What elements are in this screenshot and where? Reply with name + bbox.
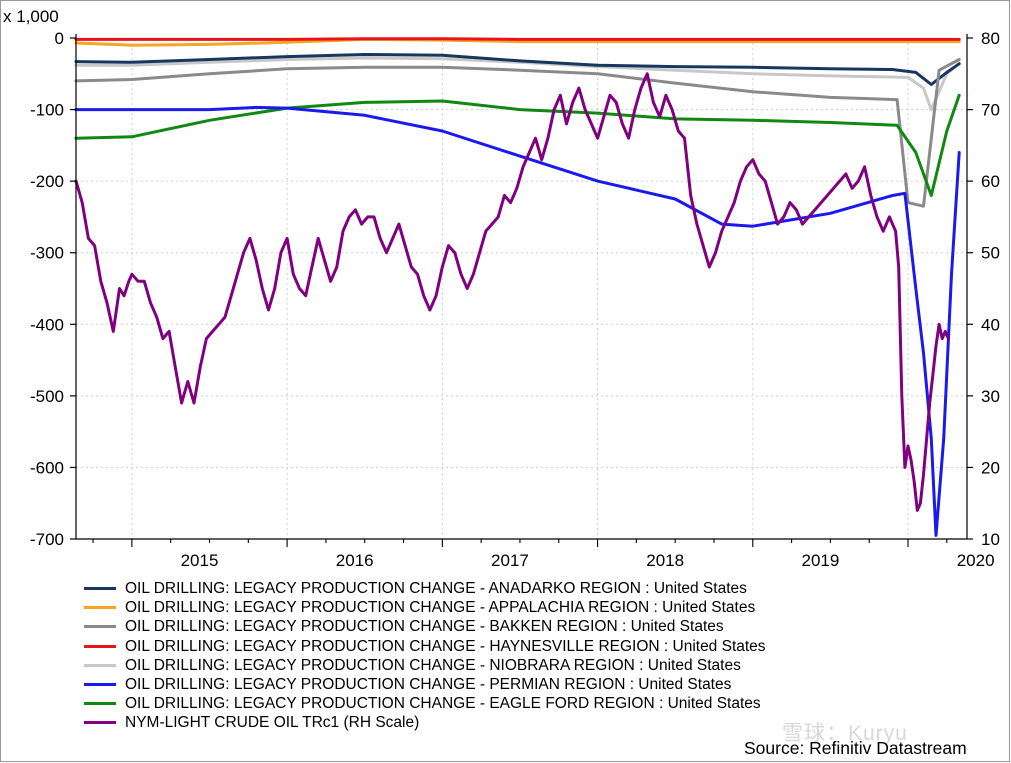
y-right-tick-label: 30 xyxy=(981,387,1000,406)
axes: 0 -100 -200 -300 -400 -500 -600 -700 80 70 60 50 40 3… xyxy=(30,29,1000,570)
watermark: 雪球：Kuryu xyxy=(782,722,908,745)
y-right-tick-label: 40 xyxy=(981,315,1000,334)
legend-swatch xyxy=(84,587,116,591)
legend-swatch xyxy=(84,606,116,610)
legend-label: OIL DRILLING: LEGACY PRODUCTION CHANGE -… xyxy=(125,695,761,713)
legend-item: OIL DRILLING: LEGACY PRODUCTION CHANGE -… xyxy=(84,637,766,656)
legend-item: OIL DRILLING: LEGACY PRODUCTION CHANGE -… xyxy=(84,579,766,598)
series-line-3 xyxy=(74,37,961,41)
y-right-tick-label: 10 xyxy=(981,530,1000,549)
legend-item: OIL DRILLING: LEGACY PRODUCTION CHANGE -… xyxy=(84,598,766,617)
series-lines xyxy=(74,37,961,537)
series-line-4 xyxy=(74,56,961,112)
y-left-tick-label: -200 xyxy=(30,172,64,191)
series-line-7 xyxy=(74,72,950,512)
legend: OIL DRILLING: LEGACY PRODUCTION CHANGE -… xyxy=(84,579,766,733)
series-line-6 xyxy=(74,93,961,197)
legend-label: NYM-LIGHT CRUDE OIL TRc1 (RH Scale) xyxy=(125,714,420,732)
y-left-tick-label: -400 xyxy=(30,315,64,334)
legend-label: OIL DRILLING: LEGACY PRODUCTION CHANGE -… xyxy=(125,656,741,674)
legend-item: NYM-LIGHT CRUDE OIL TRc1 (RH Scale) xyxy=(84,713,766,732)
y-right-tick-label: 20 xyxy=(981,458,1000,477)
y-left-tick-label: -500 xyxy=(30,387,64,406)
legend-swatch xyxy=(84,702,116,706)
x-tick-label: 2019 xyxy=(801,551,839,570)
x-tick-label: 2018 xyxy=(646,551,684,570)
x-tick-label: 2015 xyxy=(181,551,219,570)
x-tick-label: 2017 xyxy=(491,551,529,570)
legend-label: OIL DRILLING: LEGACY PRODUCTION CHANGE -… xyxy=(125,676,732,694)
series-line-0 xyxy=(74,53,961,86)
gridlines xyxy=(76,38,967,539)
series-line-1 xyxy=(74,37,961,47)
source-note: Source: Refinitiv Datastream xyxy=(744,738,967,758)
legend-swatch xyxy=(84,644,116,648)
legend-swatch xyxy=(84,663,116,667)
y-right-tick-label: 70 xyxy=(981,101,1000,120)
legend-item: OIL DRILLING: LEGACY PRODUCTION CHANGE -… xyxy=(84,617,766,636)
y-right-tick-label: 50 xyxy=(981,244,1000,263)
y-left-tick-label: -700 xyxy=(30,530,64,549)
legend-label: OIL DRILLING: LEGACY PRODUCTION CHANGE -… xyxy=(125,618,724,636)
legend-swatch xyxy=(84,625,116,629)
legend-label: OIL DRILLING: LEGACY PRODUCTION CHANGE -… xyxy=(125,580,747,598)
legend-label: OIL DRILLING: LEGACY PRODUCTION CHANGE -… xyxy=(125,599,756,617)
series-line-5 xyxy=(74,105,961,537)
legend-label: OIL DRILLING: LEGACY PRODUCTION CHANGE -… xyxy=(125,637,766,655)
y-unit-label: x 1,000 xyxy=(3,7,59,26)
legend-item: OIL DRILLING: LEGACY PRODUCTION CHANGE -… xyxy=(84,656,766,675)
legend-swatch xyxy=(84,721,116,725)
y-left-tick-label: -300 xyxy=(30,244,64,263)
legend-item: OIL DRILLING: LEGACY PRODUCTION CHANGE -… xyxy=(84,694,766,713)
y-left-tick-label: -600 xyxy=(30,458,64,477)
y-left-tick-label: -100 xyxy=(30,101,64,120)
y-right-tick-label: 80 xyxy=(981,29,1000,48)
legend-item: OIL DRILLING: LEGACY PRODUCTION CHANGE -… xyxy=(84,675,766,694)
x-tick-label: 2020 xyxy=(957,551,995,570)
y-left-tick-label: 0 xyxy=(55,29,64,48)
legend-swatch xyxy=(84,683,116,687)
y-right-tick-label: 60 xyxy=(981,172,1000,191)
series-line-2 xyxy=(74,58,961,208)
x-tick-label: 2016 xyxy=(336,551,374,570)
